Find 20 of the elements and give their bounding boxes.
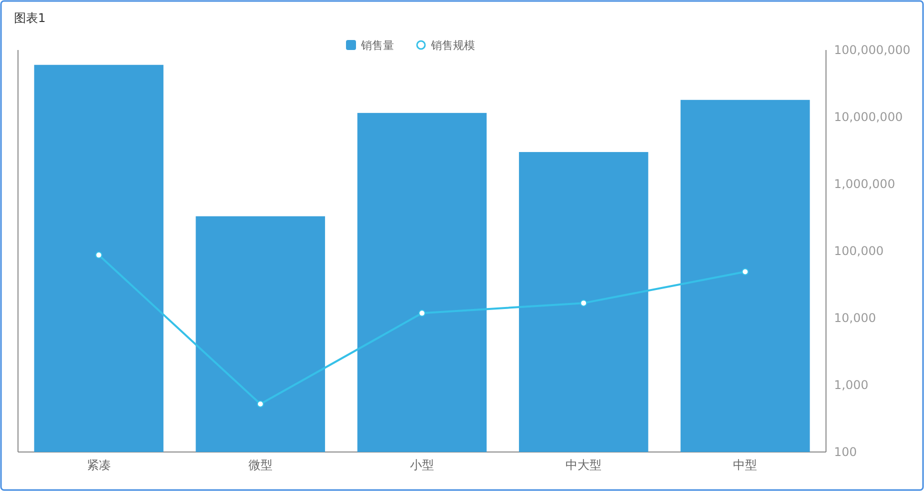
x-tick-label: 中大型: [566, 458, 602, 472]
point: [418, 310, 426, 317]
x-tick-label: 中型: [733, 458, 758, 472]
y-tick-label: 1,000,000: [834, 177, 896, 191]
legend-label: 销售规模: [430, 39, 475, 52]
point: [742, 268, 749, 276]
y-tick-label: 100: [834, 445, 857, 459]
legend-label: 销售量: [360, 39, 394, 52]
point: [580, 300, 588, 307]
x-tick-label: 小型: [410, 458, 434, 472]
y-tick-label: 1,000: [834, 378, 868, 392]
chart-title: 图表1: [14, 11, 46, 25]
point: [256, 400, 264, 408]
x-tick-label: 微型: [248, 458, 272, 472]
x-tick-label: 紧凑: [86, 458, 111, 472]
y-tick-label: 100,000,000: [834, 43, 910, 57]
y-tick-label: 10,000: [834, 311, 876, 325]
y-tick-label: 10,000,000: [834, 110, 903, 124]
y-tick-label: 100,000: [834, 244, 884, 258]
point: [95, 252, 102, 259]
